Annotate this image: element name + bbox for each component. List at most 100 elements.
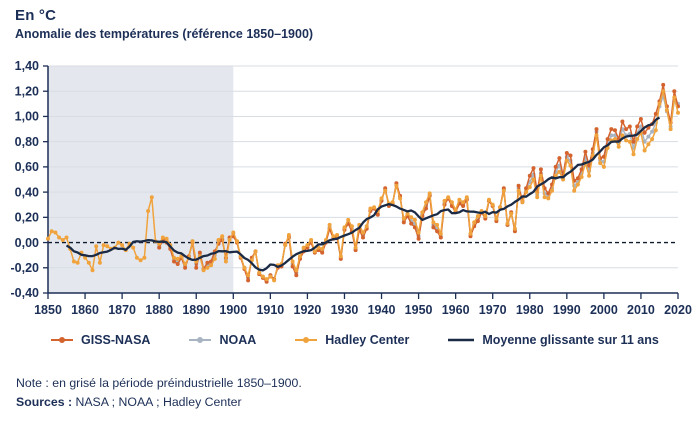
data-point	[149, 195, 154, 200]
x-tick-label: 2000	[590, 303, 618, 317]
sources-text: NASA ; NOAA ; Hadley Center	[72, 395, 242, 409]
data-point	[435, 229, 440, 234]
data-point	[661, 82, 666, 87]
data-point	[531, 177, 536, 182]
data-point	[257, 270, 262, 275]
data-point	[646, 134, 651, 139]
data-point	[575, 176, 580, 181]
data-point	[475, 219, 480, 224]
data-point	[464, 195, 469, 200]
data-point	[264, 277, 269, 282]
data-point	[105, 244, 110, 249]
data-point	[664, 108, 669, 113]
legend-marker-giss-nasa	[51, 337, 73, 343]
y-tick-label: 1,40	[15, 59, 39, 73]
data-point	[294, 273, 299, 278]
data-point	[120, 243, 125, 248]
data-point	[379, 196, 384, 201]
data-point	[409, 221, 414, 226]
data-point	[53, 230, 58, 235]
data-point	[172, 255, 176, 260]
data-point	[653, 128, 658, 133]
data-point	[412, 225, 417, 230]
data-point	[253, 249, 258, 254]
x-tick-label: 1990	[553, 303, 581, 317]
data-point	[368, 206, 373, 211]
data-point	[75, 260, 80, 265]
data-point	[231, 230, 236, 235]
data-point	[557, 169, 562, 174]
data-point	[601, 164, 606, 169]
data-point	[375, 212, 380, 217]
x-tick-label: 1850	[34, 303, 62, 317]
legend-label: NOAA	[219, 333, 257, 347]
data-point	[212, 256, 217, 261]
data-point	[546, 191, 551, 196]
data-point	[175, 256, 180, 261]
data-point	[672, 95, 677, 100]
data-point	[194, 265, 199, 270]
data-point	[349, 224, 354, 229]
data-point	[361, 230, 365, 235]
legend-marker-hadley-center	[295, 337, 318, 343]
data-point	[557, 156, 562, 161]
data-point	[572, 188, 577, 193]
x-tick-label: 1920	[294, 303, 322, 317]
x-tick-label: 1930	[331, 303, 359, 317]
data-point	[416, 236, 421, 241]
data-point	[512, 226, 517, 231]
data-point	[412, 217, 417, 222]
data-point	[401, 216, 406, 221]
data-point	[416, 230, 421, 235]
data-point	[164, 236, 169, 241]
legend-label: Hadley Center	[325, 333, 410, 347]
y-tick-label: 1,20	[15, 84, 39, 98]
legend-item-noaa: NOAA	[188, 333, 256, 347]
data-point	[157, 245, 162, 250]
data-point	[331, 234, 336, 239]
data-point	[223, 259, 228, 264]
data-point	[201, 268, 206, 273]
data-point	[346, 217, 351, 222]
data-point	[642, 148, 647, 153]
data-point	[298, 254, 302, 259]
data-point	[272, 278, 277, 283]
data-point	[290, 259, 295, 264]
data-point	[390, 200, 395, 205]
data-point	[579, 167, 584, 172]
data-point	[538, 167, 543, 172]
data-point	[101, 243, 106, 248]
preindustrial-period-shading	[48, 66, 234, 293]
data-point	[116, 240, 121, 245]
data-point	[609, 133, 614, 138]
data-point	[190, 239, 195, 244]
data-point	[594, 127, 599, 132]
x-tick-label: 1890	[182, 303, 210, 317]
data-point	[49, 229, 54, 234]
data-point	[138, 258, 143, 263]
data-point	[90, 268, 95, 273]
data-point	[609, 127, 614, 132]
data-point	[160, 235, 165, 240]
data-point	[613, 137, 617, 142]
data-point	[197, 250, 202, 255]
data-point	[627, 139, 632, 144]
legend-marker-noaa	[189, 337, 212, 343]
data-point	[490, 202, 495, 207]
data-point	[535, 195, 540, 200]
y-tick-label: 1,00	[15, 110, 39, 124]
data-point	[431, 225, 436, 230]
data-point	[561, 177, 566, 182]
data-point	[312, 249, 317, 254]
data-point	[461, 204, 466, 208]
data-point	[134, 255, 139, 260]
data-point	[538, 173, 543, 178]
data-point	[487, 197, 491, 202]
data-point	[394, 183, 399, 188]
data-point	[405, 211, 410, 216]
chart-title: Anomalie des températures (référence 185…	[15, 27, 314, 41]
data-point	[553, 173, 558, 178]
data-point	[498, 205, 503, 210]
x-tick-label: 1870	[108, 303, 136, 317]
data-point	[516, 188, 521, 193]
